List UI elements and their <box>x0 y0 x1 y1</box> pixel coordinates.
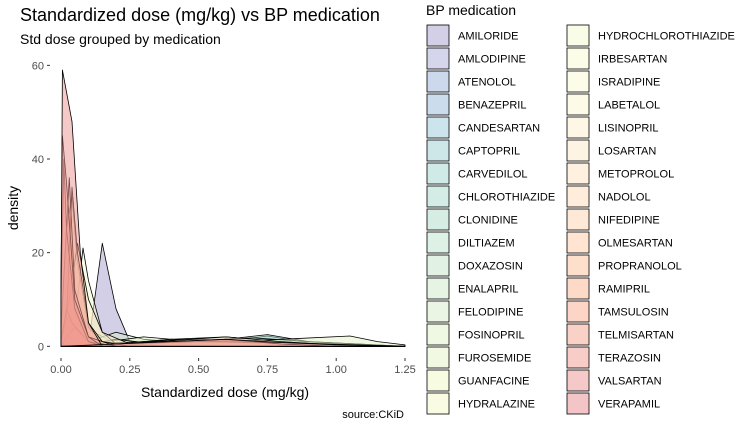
chart-caption: source:CKiD <box>342 409 404 421</box>
legend-key-labetalol <box>566 93 590 116</box>
legend-label-amiloride: AMILORIDE <box>458 31 519 43</box>
legend-label-diltiazem: DILTIAZEM <box>458 238 515 250</box>
legend-key-amiloride <box>426 24 450 47</box>
legend-label-guanfacine: GUANFACINE <box>458 376 530 388</box>
legend-label-clonidine: CLONIDINE <box>458 215 518 227</box>
legend-label-nadolol: NADOLOL <box>598 192 651 204</box>
legend-key-clonidine <box>426 208 450 231</box>
legend-label-tamsulosin: TAMSULOSIN <box>598 307 669 319</box>
legend-label-metoprolol: METOPROLOL <box>598 169 674 181</box>
legend-key-benazepril <box>426 93 450 116</box>
legend-key-hydralazine <box>426 392 450 415</box>
legend: AMILORIDE AMLODIPINE ATENOLOL BENAZEPRIL CAN… <box>426 24 735 415</box>
legend-key-olmesartan <box>566 231 590 254</box>
legend-label-valsartan: VALSARTAN <box>598 376 662 388</box>
legend-label-furosemide: FUROSEMIDE <box>458 353 531 365</box>
chart-title: Standardized dose (mg/kg) vs BP medicati… <box>20 5 380 25</box>
legend-label-irbesartan: IRBESARTAN <box>598 54 667 66</box>
legend-key-guanfacine <box>426 369 450 392</box>
legend-key-losartan <box>566 139 590 162</box>
x-tick-label: 0.25 <box>119 364 140 376</box>
legend-key-doxazosin <box>426 254 450 277</box>
legend-key-isradipine <box>566 70 590 93</box>
legend-key-carvedilol <box>426 162 450 185</box>
legend-key-telmisartan <box>566 323 590 346</box>
legend-key-felodipine <box>426 300 450 323</box>
legend-label-telmisartan: TELMISARTAN <box>598 330 674 342</box>
legend-label-labetalol: LABETALOL <box>598 100 660 112</box>
legend-label-isradipine: ISRADIPINE <box>598 77 660 89</box>
legend-key-amlodipine <box>426 47 450 70</box>
legend-key-tamsulosin <box>566 300 590 323</box>
density-area-verapamil <box>60 338 406 347</box>
legend-label-candesartan: CANDESARTAN <box>458 123 540 135</box>
legend-key-furosemide <box>426 346 450 369</box>
legend-label-enalapril: ENALAPRIL <box>458 284 519 296</box>
legend-key-nadolol <box>566 185 590 208</box>
y-tick-label: 40 <box>32 154 44 166</box>
legend-label-lisinopril: LISINOPRIL <box>598 123 659 135</box>
legend-label-carvedilol: CARVEDILOL <box>458 169 528 181</box>
legend-key-hydrochlorothiazide <box>566 24 590 47</box>
y-axis-title: density <box>5 186 21 230</box>
legend-key-candesartan <box>426 116 450 139</box>
x-tick-label: 0.00 <box>50 364 71 376</box>
legend-key-enalapril <box>426 277 450 300</box>
legend-label-fosinopril: FOSINOPRIL <box>458 330 525 342</box>
plot-panel <box>60 69 406 347</box>
x-tick-label: 1.25 <box>394 364 415 376</box>
legend-label-doxazosin: DOXAZOSIN <box>458 261 523 273</box>
legend-key-fosinopril <box>426 323 450 346</box>
legend-label-terazosin: TERAZOSIN <box>598 353 661 365</box>
legend-label-hydrochlorothiazide: HYDROCHLOROTHIAZIDE <box>598 31 735 43</box>
legend-key-ramipril <box>566 277 590 300</box>
legend-key-irbesartan <box>566 47 590 70</box>
legend-label-captopril: CAPTOPRIL <box>458 146 520 158</box>
legend-key-verapamil <box>566 392 590 415</box>
legend-key-valsartan <box>566 369 590 392</box>
x-axis-title: Standardized dose (mg/kg) <box>141 384 309 400</box>
legend-label-ramipril: RAMIPRIL <box>598 284 650 296</box>
legend-label-losartan: LOSARTAN <box>598 146 656 158</box>
chart-subtitle: Std dose grouped by medication <box>20 31 221 47</box>
x-tick-label: 0.75 <box>257 364 278 376</box>
legend-key-captopril <box>426 139 450 162</box>
x-tick-label: 0.50 <box>188 364 209 376</box>
legend-label-verapamil: VERAPAMIL <box>598 399 660 411</box>
y-tick-label: 20 <box>32 248 44 260</box>
legend-key-lisinopril <box>566 116 590 139</box>
legend-label-propranolol: PROPRANOLOL <box>598 261 682 273</box>
legend-label-felodipine: FELODIPINE <box>458 307 523 319</box>
y-tick-label: 0 <box>38 341 44 353</box>
legend-key-terazosin <box>566 346 590 369</box>
legend-key-propranolol <box>566 254 590 277</box>
legend-label-atenolol: ATENOLOL <box>458 77 516 89</box>
legend-label-olmesartan: OLMESARTAN <box>598 238 673 250</box>
axes: 0.00 0.25 0.50 0.75 1.00 1.25 0 20 40 60 <box>32 60 416 376</box>
legend-label-benazepril: BENAZEPRIL <box>458 100 526 112</box>
legend-key-nifedipine <box>566 208 590 231</box>
legend-label-amlodipine: AMLODIPINE <box>458 54 526 66</box>
density-area-valsartan <box>60 69 103 347</box>
legend-key-atenolol <box>426 70 450 93</box>
legend-key-chlorothiazide <box>426 185 450 208</box>
legend-label-hydralazine: HYDRALAZINE <box>458 399 535 411</box>
legend-label-chlorothiazide: CHLOROTHIAZIDE <box>458 192 555 204</box>
legend-key-diltiazem <box>426 231 450 254</box>
legend-title: BP medication <box>426 2 516 18</box>
legend-key-metoprolol <box>566 162 590 185</box>
x-tick-label: 1.00 <box>325 364 346 376</box>
legend-label-nifedipine: NIFEDIPINE <box>598 215 660 227</box>
y-tick-label: 60 <box>32 60 44 72</box>
